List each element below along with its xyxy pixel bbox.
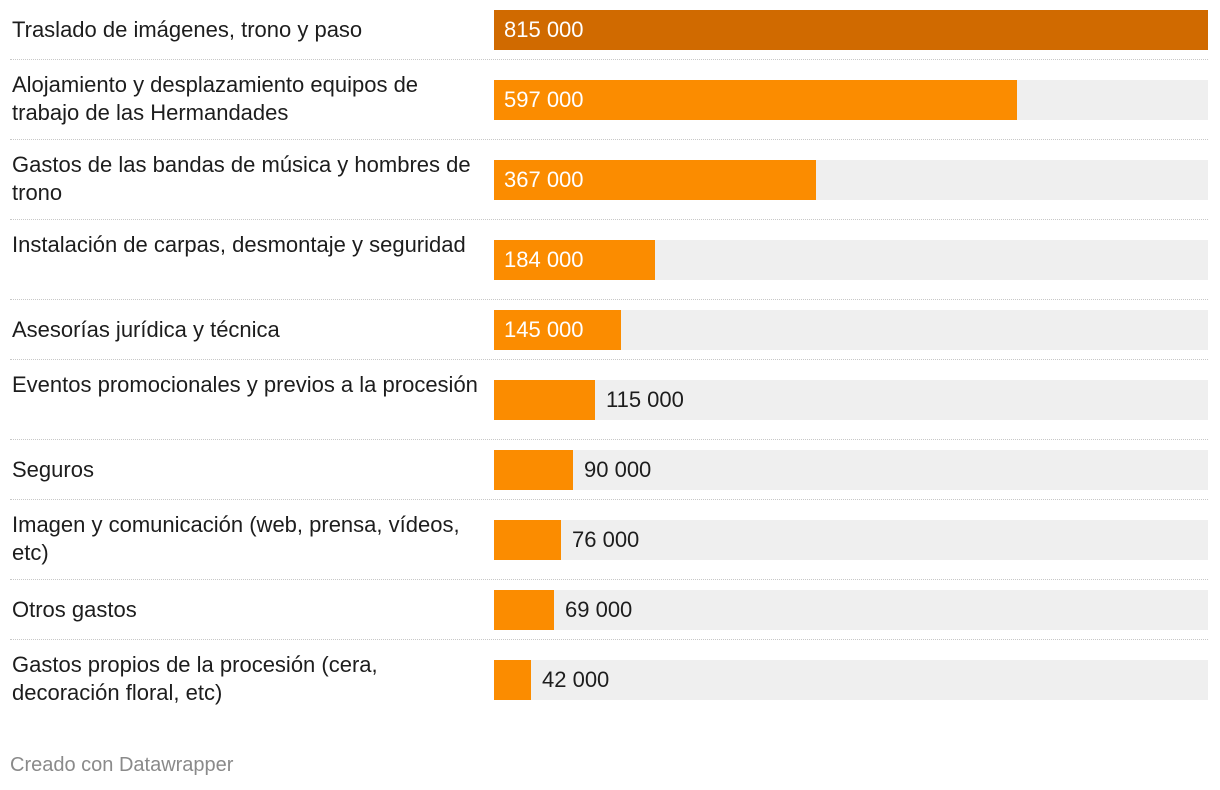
bar-row: Asesorías jurídica y técnica 145 000 <box>0 300 1220 360</box>
bar <box>494 450 573 490</box>
value-label: 184 000 <box>504 247 584 272</box>
bar <box>494 520 561 560</box>
bar <box>494 660 531 700</box>
bar <box>494 10 1208 50</box>
category-label: Instalación de carpas, desmontaje y segu… <box>12 232 466 257</box>
category-label: Gastos propios de la procesión (cera, de… <box>12 652 378 705</box>
row-divider <box>10 359 1208 360</box>
bar-row: Imagen y comunicación (web, prensa, víde… <box>0 500 1220 580</box>
value-label: 69 000 <box>565 597 633 622</box>
category-label: Gastos de las bandas de música y hombres… <box>12 152 471 205</box>
bar-row: Otros gastos 69 000 <box>0 580 1220 640</box>
bar-track <box>494 380 1208 420</box>
bar-track <box>494 590 1208 630</box>
bar-row: Instalación de carpas, desmontaje y segu… <box>0 220 1220 300</box>
bar-chart: Traslado de imágenes, trono y paso 815 00… <box>0 0 1220 720</box>
category-label: Seguros <box>12 457 94 482</box>
bar <box>494 590 554 630</box>
value-label: 42 000 <box>542 667 610 692</box>
category-label: Imagen y comunicación (web, prensa, víde… <box>12 512 460 565</box>
value-label: 76 000 <box>572 527 640 552</box>
bar-track <box>494 520 1208 560</box>
bar <box>494 380 595 420</box>
row-divider <box>10 219 1208 220</box>
category-label: Traslado de imágenes, trono y paso <box>12 17 363 42</box>
row-divider <box>10 139 1208 140</box>
bar-row: Alojamiento y desplazamiento equipos de … <box>0 60 1220 140</box>
bar-track <box>494 450 1208 490</box>
bar-row: Seguros 90 000 <box>0 440 1220 500</box>
bar-row: Gastos propios de la procesión (cera, de… <box>0 640 1220 720</box>
value-label: 90 000 <box>584 457 652 482</box>
bar <box>494 160 816 200</box>
row-divider <box>10 299 1208 300</box>
bar-row: Eventos promocionales y previos a la pro… <box>0 360 1220 440</box>
row-divider <box>10 579 1208 580</box>
row-divider <box>10 439 1208 440</box>
value-label: 115 000 <box>606 387 684 412</box>
row-divider <box>10 499 1208 500</box>
category-label: Alojamiento y desplazamiento equipos de … <box>12 72 419 125</box>
category-label: Eventos promocionales y previos a la pro… <box>12 372 478 397</box>
bar <box>494 240 655 280</box>
row-divider <box>10 59 1208 60</box>
bar <box>494 310 621 350</box>
value-label: 597 000 <box>504 87 584 112</box>
datawrapper-credit: Creado con Datawrapper <box>10 754 234 776</box>
value-label: 815 000 <box>504 17 584 42</box>
row-divider <box>10 639 1208 640</box>
bar-row: Gastos de las bandas de música y hombres… <box>0 140 1220 220</box>
category-label: Otros gastos <box>12 597 137 622</box>
bar <box>494 80 1017 120</box>
category-label: Asesorías jurídica y técnica <box>12 317 280 342</box>
bar-row: Traslado de imágenes, trono y paso 815 00… <box>0 0 1220 60</box>
bar-track <box>494 660 1208 700</box>
value-label: 145 000 <box>504 317 584 342</box>
value-label: 367 000 <box>504 167 584 192</box>
